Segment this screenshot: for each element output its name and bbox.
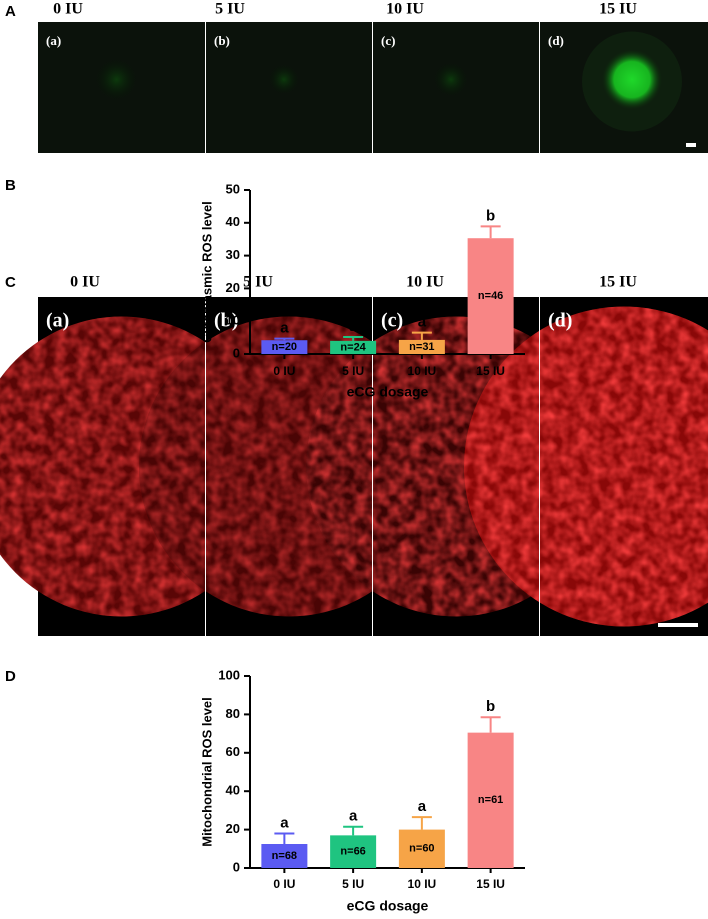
dose-heading: 15 IU <box>599 274 637 291</box>
dose-heading: 0 IU <box>53 1 83 18</box>
oocyte-signal <box>94 57 139 102</box>
y-tick-label: 40 <box>226 214 240 229</box>
oocyte-signal <box>602 49 662 110</box>
image-tag: (c) <box>381 33 395 48</box>
y-tick-label: 0 <box>233 859 240 874</box>
significance-letter: a <box>349 808 358 825</box>
y-tick-label: 60 <box>226 744 240 759</box>
y-axis-title: Cytoplasmic ROS level <box>199 201 214 343</box>
panel-label: A <box>5 3 16 20</box>
bar <box>330 835 377 868</box>
dose-heading: 10 IU <box>406 274 444 291</box>
image-tag: (b) <box>214 33 230 48</box>
y-tick-label: 10 <box>226 313 240 328</box>
x-tick-label: 0 IU <box>273 877 295 891</box>
x-tick-label: 5 IU <box>342 364 364 378</box>
image-tag: (d) <box>548 310 572 332</box>
bar <box>467 732 514 868</box>
y-tick-label: 100 <box>218 667 240 682</box>
oocyte-signal <box>464 306 708 627</box>
y-tick-label: 30 <box>226 247 240 262</box>
x-tick-label: 15 IU <box>476 364 505 378</box>
dose-heading: 15 IU <box>599 1 637 18</box>
image-tag: (d) <box>548 33 564 48</box>
sample-size: n=31 <box>409 341 434 353</box>
scale-bar <box>658 623 698 627</box>
x-tick-label: 10 IU <box>408 364 437 378</box>
y-axis-title: Mitochondrial ROS level <box>199 697 214 847</box>
y-tick-label: 0 <box>233 345 240 360</box>
oocyte-signal <box>433 61 469 98</box>
sample-size: n=24 <box>340 341 366 353</box>
bar <box>261 340 308 354</box>
bar <box>467 238 514 354</box>
dose-heading: 10 IU <box>386 1 424 18</box>
image-tag: (b) <box>214 310 238 332</box>
y-tick-label: 40 <box>226 783 240 798</box>
x-axis-title: eCG dosage <box>347 898 429 914</box>
image-tag: (c) <box>381 310 403 332</box>
bar <box>330 340 377 354</box>
significance-letter: a <box>349 318 358 335</box>
sample-size: n=66 <box>340 846 365 858</box>
sample-size: n=60 <box>409 843 434 855</box>
panel-label: B <box>5 177 16 194</box>
significance-letter: b <box>486 207 495 224</box>
sample-size: n=61 <box>478 794 503 806</box>
y-tick-label: 20 <box>226 280 240 295</box>
significance-letter: a <box>280 320 289 337</box>
y-tick-label: 80 <box>226 706 240 721</box>
significance-letter: a <box>280 814 289 831</box>
bar <box>398 339 445 354</box>
bar <box>261 844 308 868</box>
panel-label: D <box>5 668 16 685</box>
dose-heading: 5 IU <box>215 1 245 18</box>
sample-size: n=68 <box>272 850 297 862</box>
scale-bar <box>686 143 696 147</box>
panel-label: C <box>5 274 16 291</box>
x-tick-label: 5 IU <box>342 877 364 891</box>
dose-heading: 0 IU <box>70 274 100 291</box>
sample-size: n=46 <box>478 290 503 302</box>
y-tick-label: 20 <box>226 821 240 836</box>
y-tick-label: 50 <box>226 181 240 196</box>
sample-size: n=20 <box>272 341 297 353</box>
oocyte-signal <box>268 63 300 96</box>
image-tag: (a) <box>46 310 69 332</box>
significance-letter: b <box>486 698 495 715</box>
x-tick-label: 0 IU <box>273 364 295 378</box>
x-axis-title: eCG dosage <box>347 384 429 400</box>
significance-letter: a <box>418 798 427 815</box>
x-tick-label: 15 IU <box>476 877 505 891</box>
bar <box>398 829 445 868</box>
image-tag: (a) <box>46 33 61 48</box>
significance-letter: a <box>418 314 427 331</box>
x-tick-label: 10 IU <box>408 877 437 891</box>
